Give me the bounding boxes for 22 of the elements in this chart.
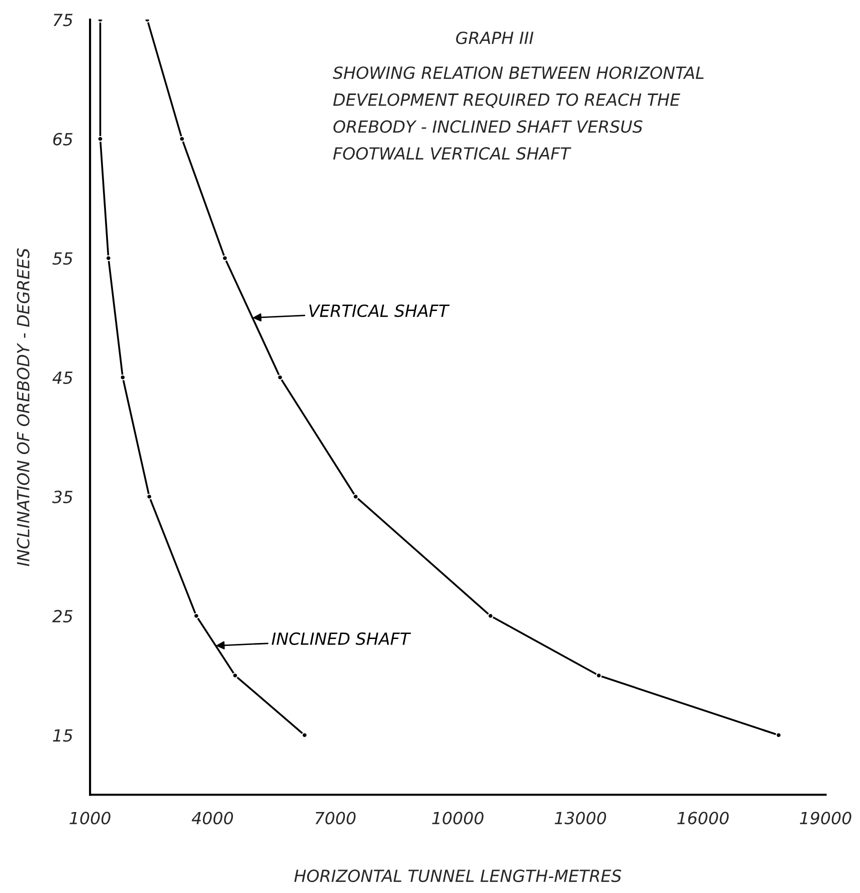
x-axis-title: HORIZONTAL TUNNEL LENGTH-METRES	[294, 870, 622, 882]
y-tick-label: 15	[52, 729, 72, 742]
x-tick-label: 19000	[800, 812, 852, 824]
x-tick-label: 13000	[554, 812, 606, 824]
x-tick-label: 7000	[316, 812, 356, 824]
point	[232, 672, 238, 678]
text: SHOWING RELATION BETWEEN HORIZONTAL DEVELOPMENT REQUIRED TO REACH THE OREBODY - INCLINED SHAFT VERSUS FOOTWALL VERTICAL SHAFT	[332, 66, 704, 160]
legend-label: INCLINED SHAFT	[272, 632, 411, 645]
y-tick-label: 55	[52, 252, 72, 265]
legend-label: VERTICAL SHAFT	[309, 304, 450, 318]
y-axis-title: INCLINATION OF OREBODY - DEGREES	[16, 248, 30, 566]
x-tick-label: 10000	[432, 812, 484, 824]
x-tick-label: 1000	[70, 812, 110, 824]
y-tick-label: 35	[52, 490, 72, 504]
y-tick-label: 65	[53, 132, 72, 146]
y-tick-label: 25	[52, 610, 72, 622]
x-tick-label: 4000	[192, 812, 234, 824]
y-tick-label: 75	[54, 14, 72, 26]
text: GRAPH III	[456, 32, 534, 44]
y-tick-label: 45	[52, 372, 72, 384]
x-tick-label: 16000	[677, 812, 729, 824]
point	[352, 494, 359, 500]
